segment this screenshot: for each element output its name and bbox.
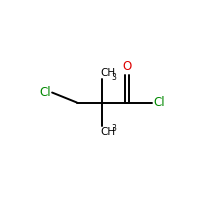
Text: 3: 3 xyxy=(111,73,116,82)
Text: O: O xyxy=(122,60,131,73)
Text: CH: CH xyxy=(100,68,115,78)
Text: Cl: Cl xyxy=(39,86,51,99)
Text: 3: 3 xyxy=(111,124,116,133)
Text: CH: CH xyxy=(100,127,115,137)
Text: Cl: Cl xyxy=(154,96,165,109)
